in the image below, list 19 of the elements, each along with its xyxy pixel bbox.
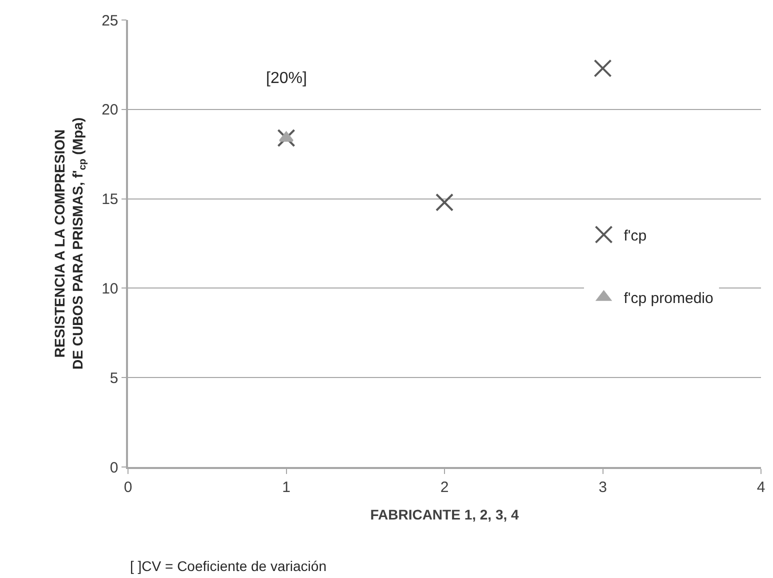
point <box>594 59 612 78</box>
point <box>436 193 454 212</box>
x-tick-label: 3 <box>598 478 607 496</box>
y-tick-label: 10 <box>102 280 118 298</box>
legend-label: f'cp <box>624 227 647 244</box>
text: [ ]CV = Coeficiente de variación <box>130 558 326 574</box>
x-tick-label: 4 <box>756 478 766 496</box>
x-axis-title: FABRICANTE 1, 2, 3, 4 <box>370 506 520 523</box>
point <box>277 129 296 148</box>
y-tick-label: 15 <box>102 191 118 208</box>
x-tick-label: 1 <box>282 478 290 496</box>
x-tick-label: 0 <box>124 478 132 496</box>
y-tick-label: 20 <box>102 102 118 119</box>
legend-label: f'cp promedio <box>624 290 714 307</box>
y-tick-label: 25 <box>102 12 118 30</box>
y-tick-label: 0 <box>110 459 118 476</box>
x-tick-label: 2 <box>440 478 449 496</box>
annotation: [20%] <box>266 70 307 87</box>
y-tick-label: 5 <box>110 370 118 387</box>
